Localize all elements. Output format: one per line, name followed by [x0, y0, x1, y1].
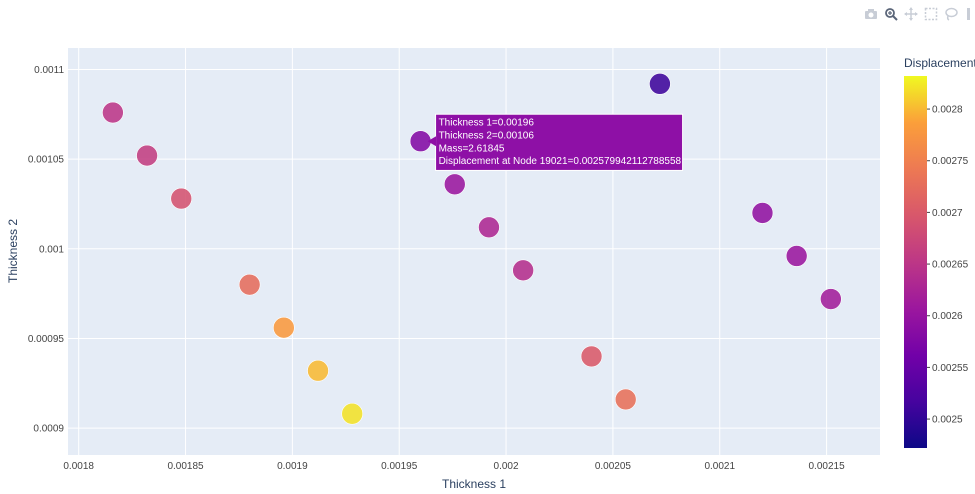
lasso-icon[interactable] — [942, 6, 959, 22]
tooltip-line: Thickness 1=0.00196 — [439, 118, 535, 129]
colorbar-tick-label: 0.0028 — [932, 105, 963, 116]
scatter-point[interactable] — [443, 173, 466, 196]
y-tick-labels: 0.0009 0.00095 0.001 0.00105 0.0011 — [28, 65, 65, 435]
scatter-point[interactable] — [580, 345, 603, 368]
y-tick-label: 0.001 — [39, 244, 64, 255]
scatter-point[interactable] — [341, 402, 364, 425]
scatter-point[interactable] — [170, 187, 193, 210]
x-tick-label: 0.00205 — [595, 461, 632, 472]
colorbar-tick-label: 0.0027 — [932, 208, 963, 219]
x-tick-labels: 0.0018 0.00185 0.0019 0.00195 0.002 0.00205 0.… — [63, 461, 845, 472]
hover-tooltip: Thickness 1=0.00196 Thickness 2=0.00106Ma… — [427, 113, 684, 171]
x-tick-label: 0.0019 — [277, 461, 308, 472]
y-axis-title: Thickness 2 — [6, 219, 20, 283]
scatter-point[interactable] — [136, 144, 158, 167]
colorbar-tick-label: 0.0026 — [932, 311, 963, 322]
zoom-icon[interactable] — [882, 6, 899, 22]
colorbar-title: Displacement — [904, 56, 975, 70]
x-tick-label: 0.00215 — [809, 461, 846, 472]
x-axis-title: Thickness 1 — [442, 477, 506, 491]
colorbar-tick-labels: 0.0025 0.00255 0.0026 0.00265 0.0027 0.00275 0… — [927, 105, 969, 426]
y-tick-label: 0.00095 — [28, 334, 65, 345]
x-tick-label: 0.0018 — [63, 461, 94, 472]
tooltip-box — [435, 113, 684, 171]
pan-icon[interactable] — [902, 6, 919, 22]
box-select-icon[interactable] — [922, 6, 939, 22]
scatter-point[interactable] — [820, 288, 842, 310]
modebar — [862, 6, 975, 22]
x-tick-label: 0.00195 — [381, 461, 418, 472]
colorbar-tick-label: 0.00265 — [932, 260, 969, 271]
more-icon[interactable] — [962, 6, 975, 22]
data-points — [102, 73, 842, 425]
colorbar-tick-label: 0.00275 — [932, 156, 969, 167]
colorbar-tick-label: 0.0025 — [932, 415, 963, 426]
y-tick-label: 0.00105 — [28, 155, 65, 166]
scatter-point[interactable] — [238, 273, 261, 296]
scatter-point[interactable] — [751, 202, 774, 224]
scatter-point[interactable] — [512, 259, 534, 282]
camera-icon[interactable] — [862, 6, 879, 22]
x-tick-label: 0.002 — [494, 461, 519, 472]
colorbar[interactable] — [904, 76, 927, 448]
tooltip-pointer — [427, 136, 437, 147]
scatter-point[interactable] — [478, 216, 500, 239]
tooltip-line: Thickness 2=0.00106 — [439, 131, 535, 142]
scatter-point[interactable] — [614, 388, 637, 411]
tooltip-line: Displacement at Node 19021=0.00257994211… — [439, 156, 682, 167]
x-tick-label: 0.0021 — [704, 461, 735, 472]
scatter-point[interactable] — [649, 73, 671, 95]
tooltip-line: Mass=2.61845 — [439, 143, 505, 154]
x-tick-label: 0.00185 — [167, 461, 204, 472]
scatter-point[interactable] — [785, 245, 808, 267]
colorbar-tick-label: 0.00255 — [932, 363, 969, 374]
scatter-point[interactable] — [273, 316, 295, 339]
y-tick-label: 0.0009 — [33, 424, 64, 435]
plot-background — [68, 48, 880, 455]
y-tick-label: 0.0011 — [34, 65, 64, 76]
scatter-point[interactable] — [307, 359, 329, 382]
scatter-point[interactable] — [102, 101, 124, 124]
